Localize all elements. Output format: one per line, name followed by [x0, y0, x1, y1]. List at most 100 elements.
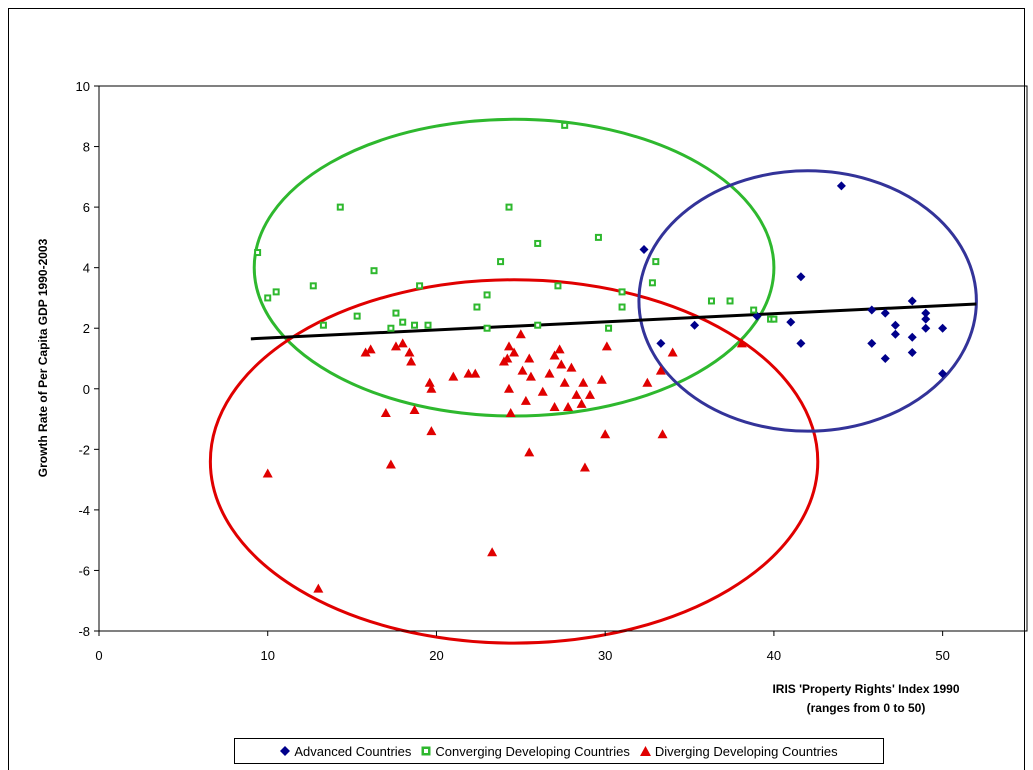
- ellipse-diverging: [208, 278, 820, 645]
- point-converging: [392, 309, 400, 317]
- y-tick-label: 10: [76, 79, 90, 94]
- point-diverging: [424, 377, 435, 387]
- point-diverging: [409, 404, 420, 414]
- x-tick-label: 40: [767, 648, 781, 663]
- point-converging: [618, 303, 626, 311]
- point-diverging: [360, 347, 371, 357]
- point-diverging: [365, 344, 376, 354]
- point-advanced: [867, 305, 877, 315]
- point-diverging: [559, 377, 570, 387]
- point-diverging: [556, 359, 567, 369]
- point-diverging: [571, 389, 582, 399]
- legend-label-converging: Converging Developing Countries: [435, 743, 630, 759]
- point-diverging: [563, 401, 574, 411]
- y-tick-label: 6: [83, 200, 90, 215]
- point-converging: [387, 324, 395, 332]
- point-diverging: [657, 429, 668, 439]
- point-diverging: [463, 368, 474, 378]
- y-tick-label: -2: [78, 442, 90, 457]
- point-diverging: [642, 377, 653, 387]
- point-diverging: [544, 368, 555, 378]
- point-converging: [353, 312, 361, 320]
- trend-line: [250, 302, 977, 341]
- legend-item-advanced: Advanced Countries: [280, 744, 411, 759]
- y-tick-label: -8: [78, 624, 90, 639]
- ellipse-advanced: [637, 169, 978, 433]
- point-converging: [483, 291, 491, 299]
- point-advanced: [786, 317, 796, 327]
- point-diverging: [470, 368, 481, 378]
- point-diverging: [509, 347, 520, 357]
- point-converging: [605, 324, 613, 332]
- point-diverging: [601, 341, 612, 351]
- point-diverging: [515, 329, 526, 339]
- x-axis-title-line2: (ranges from 0 to 50): [807, 701, 926, 715]
- point-converging: [554, 282, 562, 290]
- point-advanced: [796, 272, 806, 282]
- point-advanced: [690, 320, 700, 330]
- point-diverging: [505, 408, 516, 417]
- point-diverging: [554, 344, 565, 354]
- point-advanced: [639, 245, 649, 254]
- point-diverging: [578, 377, 589, 387]
- y-tick-label: 2: [83, 321, 90, 336]
- point-converging: [264, 294, 272, 302]
- point-diverging: [736, 338, 747, 348]
- trend-line-layer: [250, 302, 977, 341]
- diamond-icon: [280, 746, 291, 756]
- point-advanced: [880, 354, 890, 363]
- legend-item-converging: Converging Developing Countries: [421, 743, 630, 759]
- legend-item-diverging: Diverging Developing Countries: [639, 744, 838, 759]
- x-tick-label: 0: [95, 648, 102, 663]
- point-advanced: [921, 308, 931, 318]
- point-diverging: [549, 401, 560, 411]
- point-diverging: [406, 356, 417, 366]
- point-diverging: [579, 462, 590, 472]
- point-converging: [411, 321, 419, 329]
- y-tick-label: 4: [83, 261, 90, 276]
- y-axis-title: Growth Rate of Per Capita GDP 1990-2003: [36, 238, 50, 477]
- point-diverging: [504, 341, 515, 351]
- point-converging: [254, 249, 262, 257]
- points-layer: [254, 121, 948, 593]
- point-converging: [652, 258, 660, 266]
- point-diverging: [537, 386, 548, 396]
- point-diverging: [426, 426, 437, 436]
- point-diverging: [426, 383, 437, 393]
- point-converging: [594, 233, 602, 241]
- point-diverging: [584, 389, 595, 399]
- point-advanced: [907, 296, 917, 306]
- ellipses-layer: [208, 117, 978, 645]
- point-converging: [483, 324, 491, 332]
- x-tick-label: 20: [429, 648, 443, 663]
- point-advanced: [796, 338, 806, 348]
- point-advanced: [907, 347, 917, 357]
- point-diverging: [487, 547, 498, 557]
- legend: Advanced Countries Converging Developing…: [234, 738, 884, 764]
- point-advanced: [867, 338, 877, 348]
- point-converging: [618, 288, 626, 296]
- point-converging: [497, 258, 505, 266]
- point-advanced: [836, 181, 846, 191]
- ellipse-converging: [252, 117, 776, 418]
- point-diverging: [397, 338, 408, 348]
- point-advanced: [890, 329, 900, 339]
- square-icon: [421, 746, 431, 756]
- x-tick-label: 30: [598, 648, 612, 663]
- point-diverging: [262, 468, 273, 478]
- plot-area: [98, 85, 1028, 632]
- point-diverging: [385, 459, 396, 469]
- point-converging: [370, 267, 378, 275]
- point-advanced: [656, 338, 666, 348]
- point-diverging: [502, 353, 513, 363]
- point-advanced: [890, 320, 900, 330]
- axis-ticks: -8 -6 -4 -2 0 2 4 6 8 10 0 10 20 30 40 50: [76, 79, 950, 663]
- point-advanced: [921, 314, 931, 324]
- point-diverging: [525, 371, 536, 381]
- point-diverging: [655, 365, 666, 375]
- point-advanced: [907, 332, 917, 342]
- y-tick-label: -4: [78, 503, 90, 518]
- triangle-icon: [639, 746, 651, 756]
- x-axis-title-line1: IRIS 'Property Rights' Index 1990: [772, 682, 959, 696]
- point-converging: [309, 282, 317, 290]
